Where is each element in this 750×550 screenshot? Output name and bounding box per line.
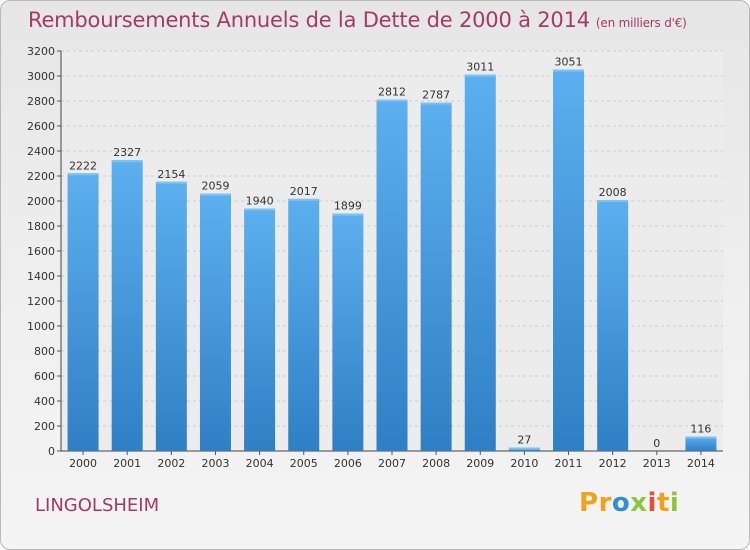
bar-top-highlight bbox=[553, 69, 585, 72]
bar-top-highlight bbox=[111, 160, 143, 163]
bar bbox=[597, 200, 629, 451]
y-tick-label: 400 bbox=[34, 395, 55, 408]
bar-value-label: 27 bbox=[517, 434, 531, 447]
unit-note: (en milliers d'€) bbox=[595, 16, 687, 30]
bar-top-highlight bbox=[685, 436, 717, 439]
bar-value-label: 2222 bbox=[69, 159, 97, 172]
x-tick-label: 2008 bbox=[422, 457, 450, 470]
bar-value-label: 3051 bbox=[555, 56, 583, 69]
bar-top-highlight bbox=[244, 208, 276, 211]
x-tick-label: 2007 bbox=[378, 457, 406, 470]
y-tick-label: 800 bbox=[34, 345, 55, 358]
x-tick-label: 2004 bbox=[246, 457, 274, 470]
bar-top-highlight bbox=[155, 181, 187, 184]
y-tick-label: 1000 bbox=[27, 320, 55, 333]
y-tick-label: 1800 bbox=[27, 220, 55, 233]
chart-title: Remboursements Annuels de la Dette de 20… bbox=[28, 8, 687, 32]
bar bbox=[244, 208, 276, 451]
bar-value-label: 1940 bbox=[246, 195, 274, 208]
y-tick-label: 1200 bbox=[27, 295, 55, 308]
chart-title-text: Remboursements Annuels de la Dette de 20… bbox=[28, 8, 590, 32]
bar-top-highlight bbox=[67, 173, 99, 176]
bar-top-highlight bbox=[420, 102, 452, 105]
bar-top-highlight bbox=[332, 213, 364, 216]
logo-letter: x bbox=[630, 488, 648, 518]
bar-top-highlight bbox=[597, 200, 629, 202]
bar bbox=[155, 181, 187, 451]
x-tick-label: 2014 bbox=[687, 457, 715, 470]
y-tick-label: 600 bbox=[34, 370, 55, 383]
y-tick-label: 0 bbox=[48, 445, 55, 458]
bar-value-label: 2154 bbox=[157, 168, 185, 181]
y-tick-label: 1400 bbox=[27, 270, 55, 283]
commune-name: LINGOLSHEIM bbox=[35, 495, 160, 516]
y-tick-label: 1600 bbox=[27, 245, 55, 258]
bar bbox=[288, 198, 320, 451]
x-tick-label: 2010 bbox=[510, 457, 538, 470]
bar-value-label: 2017 bbox=[290, 185, 318, 198]
x-tick-label: 2002 bbox=[157, 457, 185, 470]
bar bbox=[111, 160, 143, 451]
y-tick-label: 2400 bbox=[27, 145, 55, 158]
x-tick-label: 2003 bbox=[201, 457, 229, 470]
bar-value-label: 2059 bbox=[201, 180, 229, 193]
logo-letter: o bbox=[611, 488, 631, 518]
bar bbox=[199, 193, 231, 451]
bar-value-label: 116 bbox=[690, 423, 711, 436]
bar-top-highlight bbox=[376, 99, 408, 102]
bar-top-highlight bbox=[508, 447, 540, 450]
y-tick-label: 2000 bbox=[27, 195, 55, 208]
x-tick-label: 2013 bbox=[643, 457, 671, 470]
bar-value-label: 1899 bbox=[334, 200, 362, 213]
x-tick-label: 2009 bbox=[466, 457, 494, 470]
y-tick-label: 2200 bbox=[27, 170, 55, 183]
bar-value-label: 0 bbox=[653, 437, 660, 450]
bar bbox=[332, 213, 364, 451]
y-tick-label: 3200 bbox=[27, 45, 55, 58]
y-tick-label: 200 bbox=[34, 420, 55, 433]
proxiti-logo: Proxiti bbox=[579, 488, 679, 518]
bar-top-highlight bbox=[199, 193, 231, 196]
x-tick-label: 2005 bbox=[290, 457, 318, 470]
logo-letter: i bbox=[647, 488, 657, 518]
logo-letter: i bbox=[669, 488, 680, 518]
y-tick-label: 3000 bbox=[27, 70, 55, 83]
y-tick-label: 2600 bbox=[27, 120, 55, 133]
logo-letter: P bbox=[579, 488, 599, 518]
bar-top-highlight bbox=[464, 74, 496, 77]
x-tick-label: 2006 bbox=[334, 457, 362, 470]
bar bbox=[420, 102, 452, 451]
bar-value-label: 2327 bbox=[113, 146, 141, 159]
x-tick-label: 2011 bbox=[555, 457, 583, 470]
logo-letter: t bbox=[656, 488, 670, 518]
logo-letter: r bbox=[598, 488, 612, 518]
bar-value-label: 2787 bbox=[422, 89, 450, 102]
bar-value-label: 2008 bbox=[599, 186, 627, 199]
bar bbox=[685, 436, 717, 451]
x-tick-label: 2001 bbox=[113, 457, 141, 470]
bar bbox=[67, 173, 99, 451]
bar-top-highlight bbox=[288, 198, 320, 201]
x-tick-label: 2012 bbox=[599, 457, 627, 470]
bar bbox=[553, 69, 585, 451]
bar bbox=[376, 99, 408, 451]
bar-value-label: 2812 bbox=[378, 86, 406, 99]
y-tick-label: 2800 bbox=[27, 95, 55, 108]
bar bbox=[464, 74, 496, 451]
bar-value-label: 3011 bbox=[466, 61, 494, 74]
x-tick-label: 2000 bbox=[69, 457, 97, 470]
